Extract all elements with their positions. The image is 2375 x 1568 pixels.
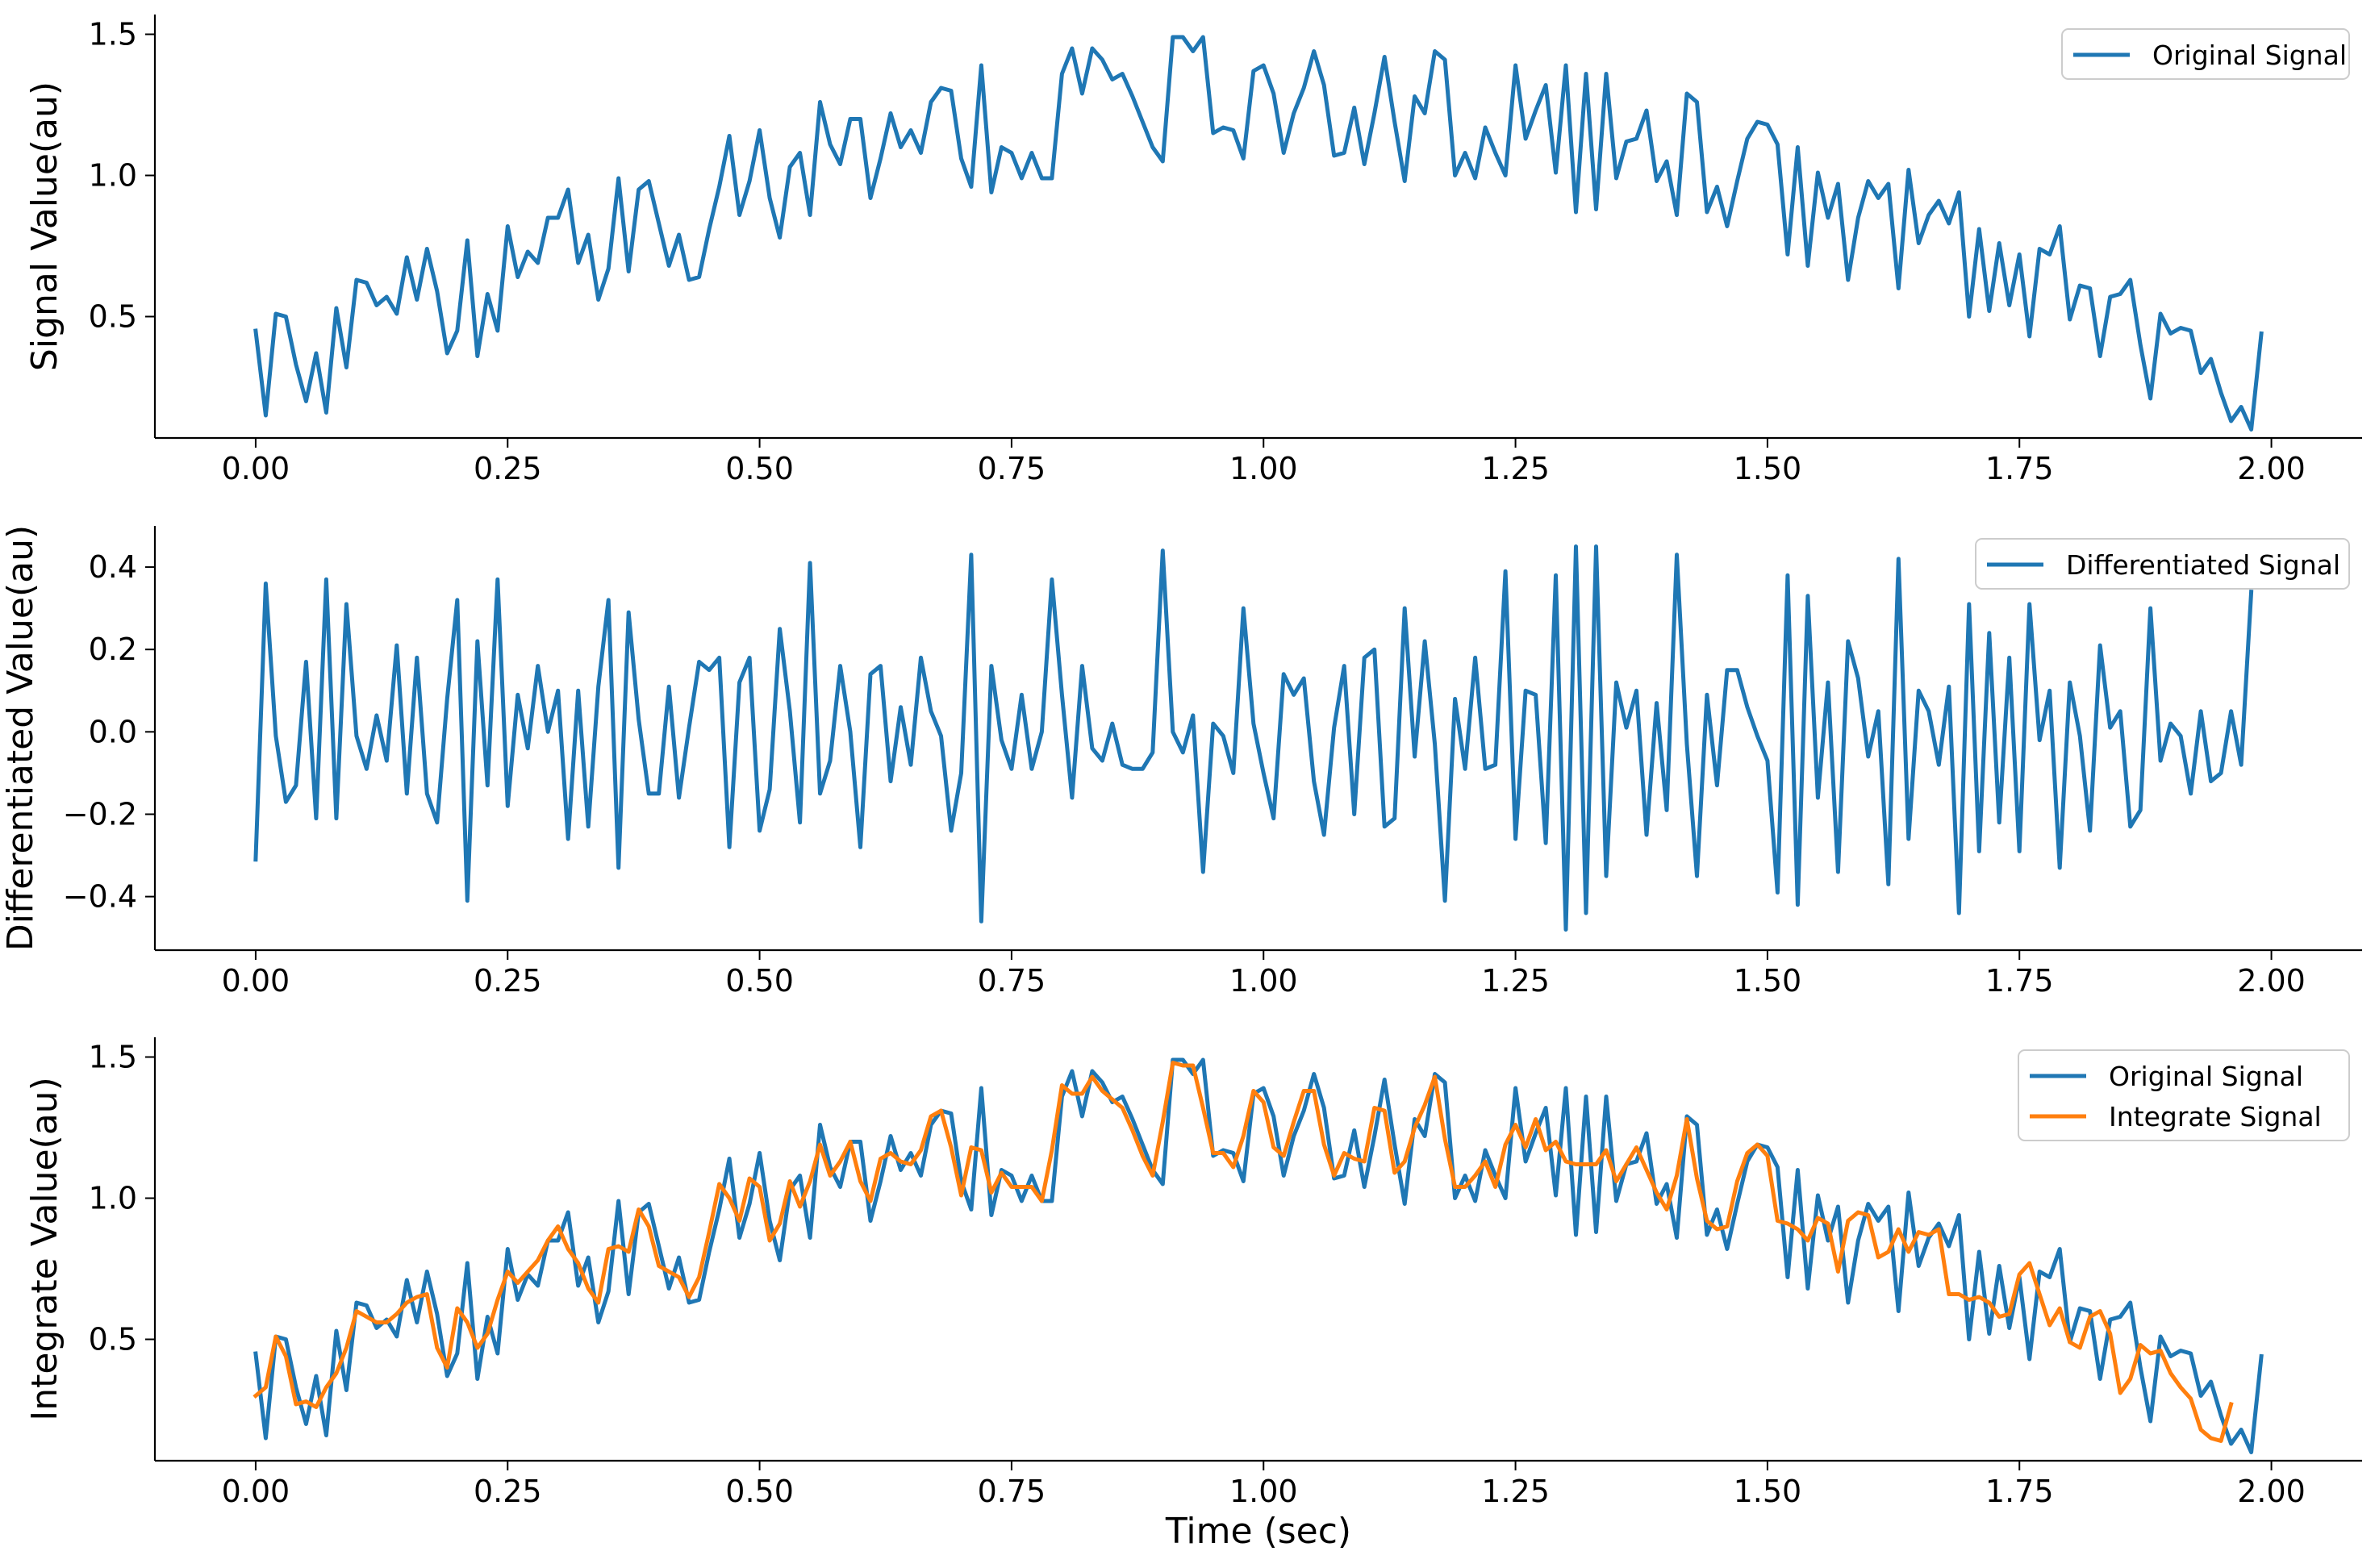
x-tick-label: 2.00 bbox=[2237, 963, 2306, 999]
subplot-integrate: 0.00 0.25 0.50 0.75 1.00 1.25 1.50 1.75 2.00 0.5 1… bbox=[24, 1037, 2362, 1509]
series-line-original-signal bbox=[253, 1057, 2264, 1454]
legend-label: Differentiated Signal bbox=[2066, 549, 2340, 581]
y-tick-label: 1.5 bbox=[89, 1040, 137, 1075]
y-tick-label: 1.0 bbox=[89, 1181, 137, 1216]
x-tick-label: 0.50 bbox=[725, 963, 794, 999]
x-tick-label: 0.75 bbox=[978, 451, 1046, 486]
series-line-original-signal bbox=[253, 35, 2264, 432]
y-tick-label: 1.0 bbox=[89, 158, 137, 194]
legend-frame bbox=[2061, 28, 2350, 80]
x-tick-label: 1.75 bbox=[1985, 451, 2054, 486]
series-line-differentiated-signal bbox=[253, 544, 2254, 932]
series-line-integrate-signal bbox=[253, 1061, 2234, 1443]
legend-label: Original Signal bbox=[2152, 40, 2347, 71]
x-tick-label: 1.75 bbox=[1985, 1474, 2054, 1509]
legend-label: Original Signal bbox=[2109, 1061, 2303, 1092]
x-tick-label: 2.00 bbox=[2237, 451, 2306, 486]
x-tick-label: 1.00 bbox=[1229, 963, 1298, 999]
y-axis-label: Signal Value(au) bbox=[24, 81, 65, 371]
legend-frame bbox=[2018, 1049, 2350, 1141]
y-tick-label: −0.4 bbox=[63, 879, 137, 915]
x-tick-label: 1.25 bbox=[1481, 451, 1550, 486]
x-tick-label: 0.50 bbox=[725, 1474, 794, 1509]
subplot-original: 0.00 0.25 0.50 0.75 1.00 1.25 1.50 1.75 2.00 0.5 1… bbox=[24, 15, 2362, 486]
subplot-differentiated: 0.00 0.25 0.50 0.75 1.00 1.25 1.50 1.75 2.00 −0.4… bbox=[0, 525, 2362, 999]
plots-group: 0.00 0.25 0.50 0.75 1.00 1.25 1.50 1.75 2.00 0.5 1… bbox=[0, 15, 2362, 1509]
x-tick-label: 0.25 bbox=[474, 1474, 542, 1509]
x-tick-label: 0.25 bbox=[474, 451, 542, 486]
x-tick-label: 0.00 bbox=[222, 451, 290, 486]
y-axis-label: Differentiated Value(au) bbox=[0, 525, 41, 951]
legend-label: Integrate Signal bbox=[2109, 1101, 2322, 1132]
x-tick-label: 1.00 bbox=[1229, 1474, 1298, 1509]
x-axis-label: Time (sec) bbox=[1165, 1511, 1351, 1552]
y-axis-label: Integrate Value(au) bbox=[24, 1077, 65, 1421]
legend-frame bbox=[1975, 538, 2350, 590]
y-tick-label: 0.5 bbox=[89, 1322, 137, 1357]
y-tick-label: 0.5 bbox=[89, 299, 137, 335]
x-tick-label: 1.50 bbox=[1734, 963, 1802, 999]
y-tick-label: −0.2 bbox=[63, 796, 137, 832]
x-tick-label: 1.25 bbox=[1481, 963, 1550, 999]
y-tick-label: 1.5 bbox=[89, 17, 137, 52]
x-tick-label: 0.00 bbox=[222, 1474, 290, 1509]
x-tick-label: 1.25 bbox=[1481, 1474, 1550, 1509]
x-tick-label: 1.50 bbox=[1734, 451, 1802, 486]
y-tick-label: 0.0 bbox=[89, 714, 137, 749]
x-tick-label: 1.00 bbox=[1229, 451, 1298, 486]
legend: Differentiated Signal bbox=[1975, 538, 2350, 590]
x-tick-label: 0.50 bbox=[725, 451, 794, 486]
x-tick-label: 2.00 bbox=[2237, 1474, 2306, 1509]
legend: Original Signal bbox=[2061, 28, 2350, 80]
x-tick-label: 0.25 bbox=[474, 963, 542, 999]
x-tick-label: 0.75 bbox=[978, 1474, 1046, 1509]
x-tick-label: 0.75 bbox=[978, 963, 1046, 999]
legend: Original Signal Integrate Signal bbox=[2018, 1049, 2350, 1141]
y-tick-label: 0.2 bbox=[89, 632, 137, 667]
y-tick-label: 0.4 bbox=[89, 549, 137, 585]
x-tick-label: 1.75 bbox=[1985, 963, 2054, 999]
x-tick-label: 1.50 bbox=[1734, 1474, 1802, 1509]
x-tick-label: 0.00 bbox=[222, 963, 290, 999]
